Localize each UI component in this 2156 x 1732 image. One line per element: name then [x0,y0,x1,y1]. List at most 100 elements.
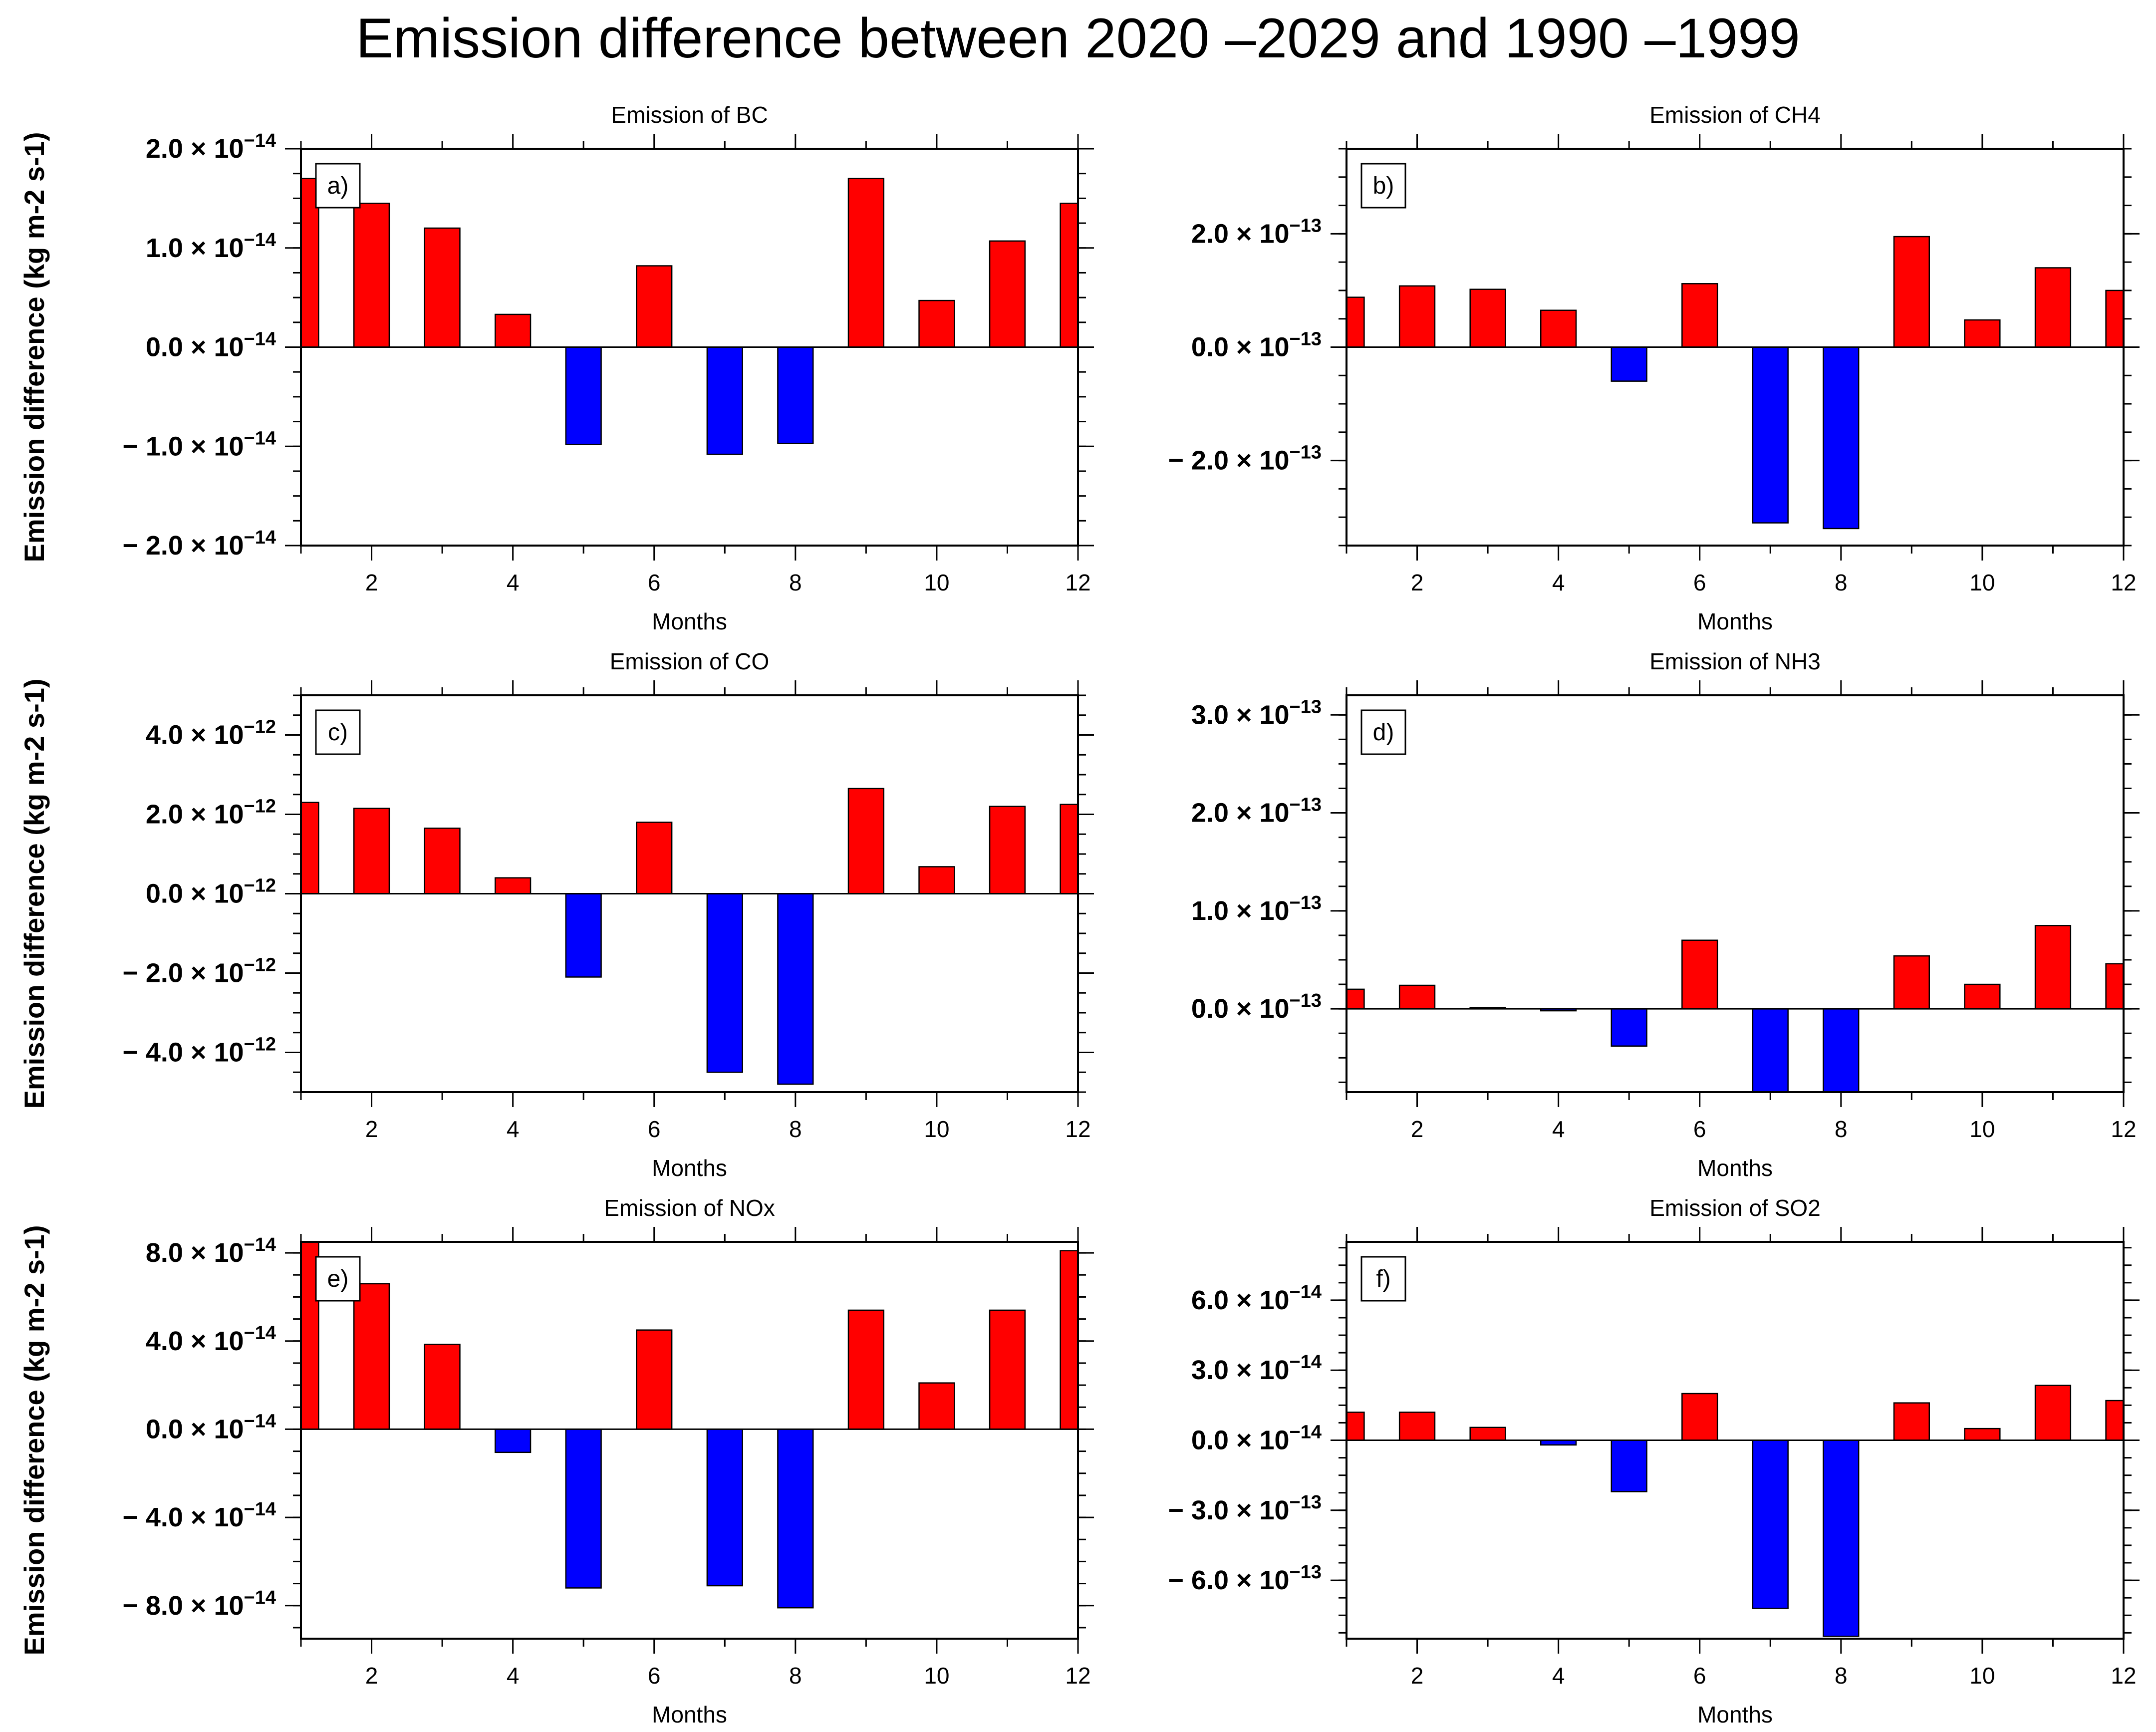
y-tick-label: 0.0 × 10−14 [146,329,276,362]
y-tick-label: 4.0 × 10−12 [146,717,276,750]
bar-month-5 [565,346,602,445]
bar-month-12 [1060,1250,1078,1430]
x-tick-label: 8 [1835,1116,1848,1142]
x-tick-label: 6 [648,570,661,595]
panel-label: b) [1360,163,1406,209]
y-tick-label: 0.0 × 10−14 [1191,1422,1322,1455]
y-tick-label: 4.0 × 10−14 [146,1323,276,1356]
bar-month-4 [495,877,532,894]
bar-month-4 [495,1429,532,1453]
bar-month-9 [1893,236,1930,348]
x-tick-label: 10 [924,570,949,595]
y-tick-label: 0.0 × 10−14 [146,1411,276,1444]
chart-panel-a: Emission of BC 2 4 6 8 10 12 Months 2.0 × 10−14 1… [18,102,1094,634]
y-tick-label: 3.0 × 10−14 [1191,1352,1322,1385]
panel-label: f) [1360,1256,1406,1302]
x-tick-label: 2 [1411,570,1424,595]
y-tick-label: − 4.0 × 10−14 [122,1499,276,1532]
bar-month-8 [777,893,814,1085]
bar-month-12 [1060,203,1078,348]
x-tick-label: 8 [789,570,802,595]
x-tick-label: 2 [365,1663,378,1689]
bar-month-6 [1681,939,1718,1010]
x-tick-label: 10 [924,1663,949,1689]
bar-month-12 [2105,1400,2124,1441]
x-tick-label: 8 [1835,570,1848,595]
x-axis-label: Months [652,1155,727,1181]
bar-month-5 [565,1429,602,1589]
y-tick-label: − 8.0 × 10−14 [122,1587,276,1621]
bar-month-8 [777,346,814,444]
bar-month-1 [1347,1412,1365,1441]
x-tick-label: 10 [1969,1663,1995,1689]
x-tick-label: 4 [507,570,520,595]
x-axis-label: Months [1697,1702,1773,1728]
bar-month-10 [1964,319,2001,348]
bar-month-3 [1469,1427,1506,1441]
x-tick-label: 12 [1065,1663,1090,1689]
x-tick-label: 12 [2111,1116,2136,1142]
bar-month-3 [424,1344,461,1430]
panel-title: Emission of NH3 [1649,648,1821,674]
bar-month-10 [918,866,955,894]
svg-text:f): f) [1376,1266,1390,1292]
svg-text:a): a) [327,173,349,199]
plot-frame [1346,694,2125,1093]
x-axis-label: Months [652,608,727,634]
bar-month-5 [1611,1008,1647,1047]
bar-month-3 [1469,289,1506,348]
y-axis-label: Emission difference (kg m-2 s-1) [18,1225,50,1655]
bar-month-8 [1823,1008,1860,1092]
bar-month-2 [1398,285,1436,348]
figure-title: Emission difference between 2020 –2029 a… [356,7,1800,69]
plot-frame [300,1241,1079,1640]
bar-month-11 [2034,925,2072,1010]
bar-month-7 [706,346,743,455]
x-tick-label: 6 [648,1663,661,1689]
y-tick-label: 1.0 × 10−14 [146,230,276,263]
x-tick-label: 12 [2111,570,2136,595]
y-tick-label: − 2.0 × 10−12 [122,955,276,988]
y-tick-label: 1.0 × 10−13 [1191,892,1322,926]
chart-panel-c: Emission of CO 2 4 6 8 10 12 Months 4.0 × 10−12 2… [18,648,1094,1181]
bar-month-2 [353,808,390,894]
y-tick-label: 2.0 × 10−12 [146,796,276,830]
x-tick-label: 12 [1065,1116,1090,1142]
bars [1347,925,2124,1092]
panel-label: c) [315,709,361,755]
x-tick-label: 10 [1969,1116,1995,1142]
bar-month-8 [1823,346,1860,530]
y-tick-label: 6.0 × 10−14 [1191,1282,1322,1315]
panel-title: Emission of NOx [604,1195,775,1221]
bar-month-2 [353,1283,390,1430]
bar-month-1 [1347,988,1365,1010]
y-tick-label: 0.0 × 10−13 [1191,329,1322,362]
panel-title: Emission of BC [611,102,768,128]
bar-month-2 [1398,984,1436,1010]
x-tick-label: 8 [1835,1663,1848,1689]
bars [1347,1385,2124,1637]
y-axis-label: Emission difference (kg m-2 s-1) [18,132,50,562]
bar-month-9 [847,178,885,348]
bars [1347,236,2124,530]
bar-month-10 [918,299,955,348]
bar-month-9 [1893,1402,1930,1441]
svg-text:b): b) [1373,173,1394,199]
panel-label: d) [1360,709,1406,755]
bar-month-1 [301,802,319,894]
bar-month-7 [1752,1440,1789,1609]
x-axis-label: Months [1697,608,1773,634]
y-tick-label: 3.0 × 10−13 [1191,696,1322,730]
bar-month-11 [989,240,1026,348]
chart-panel-b: Emission of CH4 2 4 6 8 10 12 Months 2.0 × 10−13… [1168,102,2140,634]
x-tick-label: 4 [507,1663,520,1689]
bar-month-9 [847,1309,885,1430]
bar-month-6 [1681,283,1718,348]
x-tick-label: 10 [1969,570,1995,595]
y-tick-label: − 2.0 × 10−13 [1168,442,1322,476]
panel-title: Emission of CH4 [1649,102,1821,128]
bar-month-6 [636,1329,673,1430]
bar-month-6 [1681,1393,1718,1441]
y-tick-label: 0.0 × 10−13 [1191,990,1322,1024]
